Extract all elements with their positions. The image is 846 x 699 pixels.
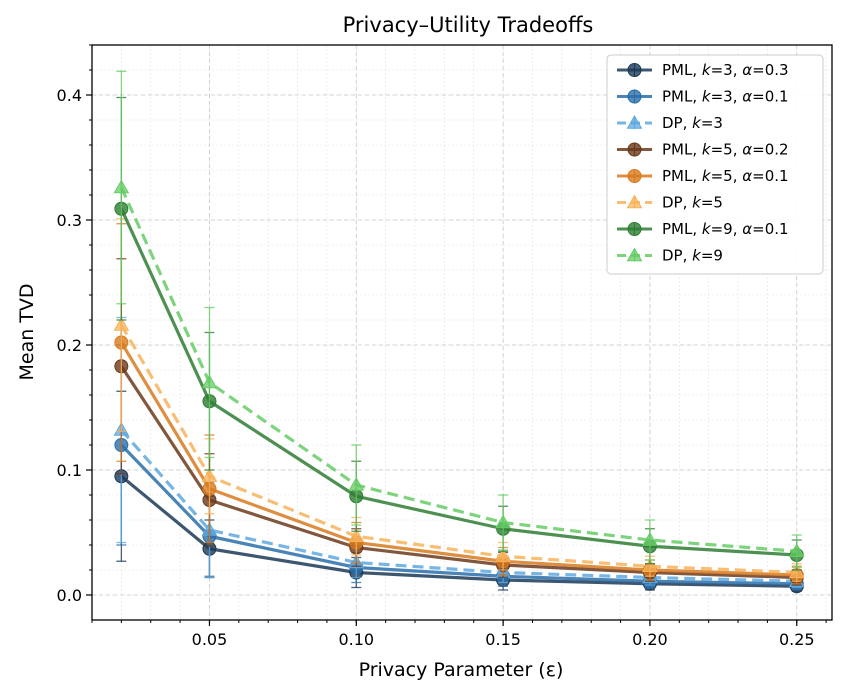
x-tick-label: 0.20 <box>632 630 668 649</box>
ticks: 0.05 0.10 0.15 0.20 0.25 0.0 0.1 0.2 0.3 0.4 <box>57 44 827 649</box>
legend-item: PML, k=9, α=0.1 <box>617 220 789 238</box>
series-line <box>120 443 797 586</box>
x-axis-label: Privacy Parameter (ε) <box>359 659 564 681</box>
plot-frame <box>91 44 833 621</box>
series-6 <box>113 218 805 582</box>
legend-item: DP, k=9 <box>617 247 723 265</box>
legend-marker <box>626 247 643 262</box>
legend-marker <box>627 222 642 236</box>
legend-item: PML, k=5, α=0.1 <box>617 167 789 185</box>
legend: PML, k=3, α=0.3 PML, k=3, α=0.1 DP, k=3 PML… <box>606 54 824 275</box>
y-tick-label: 0.3 <box>57 211 82 230</box>
x-tick-label: 0.25 <box>779 630 815 649</box>
legend-box <box>606 54 824 275</box>
legend-item: PML, k=5, α=0.2 <box>617 141 789 159</box>
data-point <box>348 528 365 542</box>
series-line <box>119 208 797 557</box>
data-point <box>788 543 805 557</box>
y-tick-label: 0.2 <box>57 336 82 355</box>
legend-marker <box>627 89 642 104</box>
series-line <box>119 324 797 575</box>
legend-item: DP, k=3 <box>617 114 723 132</box>
legend-label: PML, k=3, α=0.1 <box>662 88 789 106</box>
data-point <box>642 531 658 546</box>
series-line <box>119 341 797 577</box>
legend-label: DP, k=5 <box>662 194 723 212</box>
legend-label: PML, k=9, α=0.1 <box>662 220 789 238</box>
data-point <box>201 468 218 482</box>
series-line <box>120 365 797 580</box>
data-point <box>495 514 511 529</box>
x-tick-label: 0.15 <box>485 630 521 649</box>
series-line <box>119 186 797 553</box>
data-point <box>348 476 365 491</box>
y-axis-label: Mean TVD <box>16 283 38 380</box>
x-tick-label: 0.05 <box>192 630 228 649</box>
series-8 <box>113 70 805 569</box>
legend-marker <box>627 63 642 77</box>
data-point <box>201 374 218 389</box>
data-point <box>495 548 511 562</box>
legend-item: DP, k=5 <box>617 194 723 212</box>
legend-label: PML, k=5, α=0.1 <box>662 167 789 185</box>
y-tick-label: 0.0 <box>57 586 82 605</box>
y-tick-label: 0.4 <box>57 86 82 105</box>
legend-label: PML, k=3, α=0.3 <box>662 61 789 79</box>
legend-marker <box>627 142 642 157</box>
series-line <box>120 428 797 583</box>
data-point <box>113 316 130 331</box>
legend-marker <box>626 194 643 209</box>
data-point <box>788 564 805 579</box>
data-point <box>642 558 658 572</box>
series-line <box>120 475 797 588</box>
legend-label: PML, k=5, α=0.2 <box>662 141 789 159</box>
legend-marker <box>626 114 643 129</box>
legend-item: PML, k=3, α=0.3 <box>617 61 789 79</box>
series-layer <box>113 70 805 594</box>
data-point <box>113 179 130 194</box>
y-tick-label: 0.1 <box>57 461 82 480</box>
legend-item: PML, k=3, α=0.1 <box>617 88 789 106</box>
legend-label: DP, k=3 <box>662 114 723 132</box>
legend-label: DP, k=9 <box>662 247 723 265</box>
legend-marker <box>627 169 642 183</box>
x-tick-label: 0.10 <box>338 630 374 649</box>
chart-title: Privacy–Utility Tradeoffs <box>343 13 594 37</box>
